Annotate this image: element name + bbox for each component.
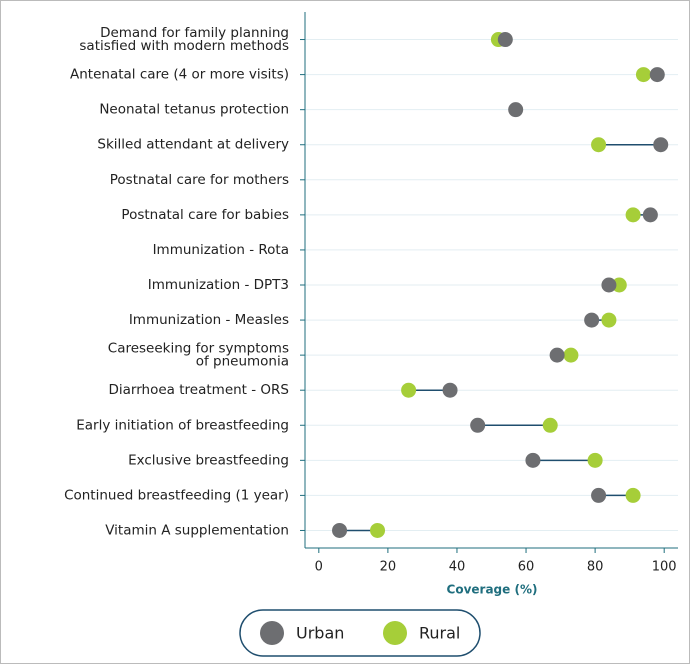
y-tick-label: Immunization - Rota xyxy=(153,242,289,258)
y-tick-label: Skilled attendant at delivery xyxy=(97,137,289,153)
y-tick-label-line: Neonatal tetanus protection xyxy=(99,102,289,118)
dot xyxy=(332,522,348,538)
y-tick-label: Vitamin A supplementation xyxy=(105,522,289,538)
y-tick-label-line: Diarrhoea treatment - ORS xyxy=(109,382,289,398)
dot xyxy=(611,277,627,293)
y-tick-label-line: Immunization - Measles xyxy=(129,312,289,328)
y-tick-label-line: Immunization - DPT3 xyxy=(148,277,289,293)
y-tick-label-line: Early initiation of breastfeeding xyxy=(76,417,289,433)
y-tick-label-line: Exclusive breastfeeding xyxy=(128,452,289,468)
y-tick-label-line: Postnatal care for babies xyxy=(121,207,289,223)
x-tick-label: 100 xyxy=(652,560,677,575)
legend-swatch xyxy=(260,621,284,645)
y-tick-label-line: Antenatal care (4 or more visits) xyxy=(70,67,289,83)
dot xyxy=(542,417,558,433)
x-tick-label: 60 xyxy=(518,560,535,575)
dot xyxy=(549,347,565,363)
x-tick-label: 0 xyxy=(315,560,323,575)
y-tick-label-line: of pneumonia xyxy=(196,354,289,370)
y-tick-label-line: Continued breastfeeding (1 year) xyxy=(64,487,289,503)
y-tick-label: Demand for family planning satisfied with… xyxy=(79,25,289,54)
dot xyxy=(401,382,417,398)
x-tick-label: 40 xyxy=(449,560,466,575)
dot xyxy=(642,207,658,223)
y-tick-label-line: Demand for family planning xyxy=(100,25,289,41)
dot xyxy=(625,487,641,503)
dot xyxy=(442,382,458,398)
y-tick-label: Exclusive breastfeeding xyxy=(128,452,289,468)
y-tick-label-line: Postnatal care for mothers xyxy=(110,172,289,188)
dot xyxy=(635,67,651,83)
dot xyxy=(370,522,386,538)
y-tick-label: Continued breastfeeding (1 year) xyxy=(64,487,289,503)
dot xyxy=(525,452,541,468)
x-tick-label: 20 xyxy=(380,560,397,575)
dot xyxy=(601,277,617,293)
y-tick-label: Immunization - DPT3 xyxy=(148,277,289,293)
y-tick-label-line: satisfied with modern methods xyxy=(79,38,289,54)
dot xyxy=(587,452,603,468)
y-tick-label-line: Vitamin A supplementation xyxy=(105,522,289,538)
dot xyxy=(625,207,641,223)
y-tick-label: Early initiation of breastfeeding xyxy=(76,417,289,433)
dot xyxy=(591,137,607,153)
dot xyxy=(601,312,617,328)
x-tick-label: 80 xyxy=(587,560,604,575)
legend-label: Urban xyxy=(296,624,344,643)
y-tick-label: Antenatal care (4 or more visits) xyxy=(70,67,289,83)
y-tick-label-line: Skilled attendant at delivery xyxy=(97,137,289,153)
y-tick-label: Postnatal care for mothers xyxy=(110,172,289,188)
y-tick-label: Neonatal tetanus protection xyxy=(99,102,289,118)
x-axis-title: Coverage (%) xyxy=(447,583,538,597)
legend-label: Rural xyxy=(419,624,460,643)
dot xyxy=(508,102,524,118)
y-tick-label: Diarrhoea treatment - ORS xyxy=(109,382,289,398)
dot xyxy=(591,487,607,503)
y-tick-label-line: Immunization - Rota xyxy=(153,242,289,258)
y-tick-label: Postnatal care for babies xyxy=(121,207,289,223)
dot xyxy=(563,347,579,363)
y-tick-label-line: Careseeking for symptoms xyxy=(108,341,289,357)
legend-swatch xyxy=(383,621,407,645)
y-tick-label: Immunization - Measles xyxy=(129,312,289,328)
dot xyxy=(653,137,669,153)
y-tick-label: Careseeking for symptoms of pneumonia xyxy=(108,341,289,370)
dot xyxy=(584,312,600,328)
dot xyxy=(649,67,665,83)
legend-box xyxy=(239,609,481,657)
dot xyxy=(497,32,513,48)
dot xyxy=(470,417,486,433)
